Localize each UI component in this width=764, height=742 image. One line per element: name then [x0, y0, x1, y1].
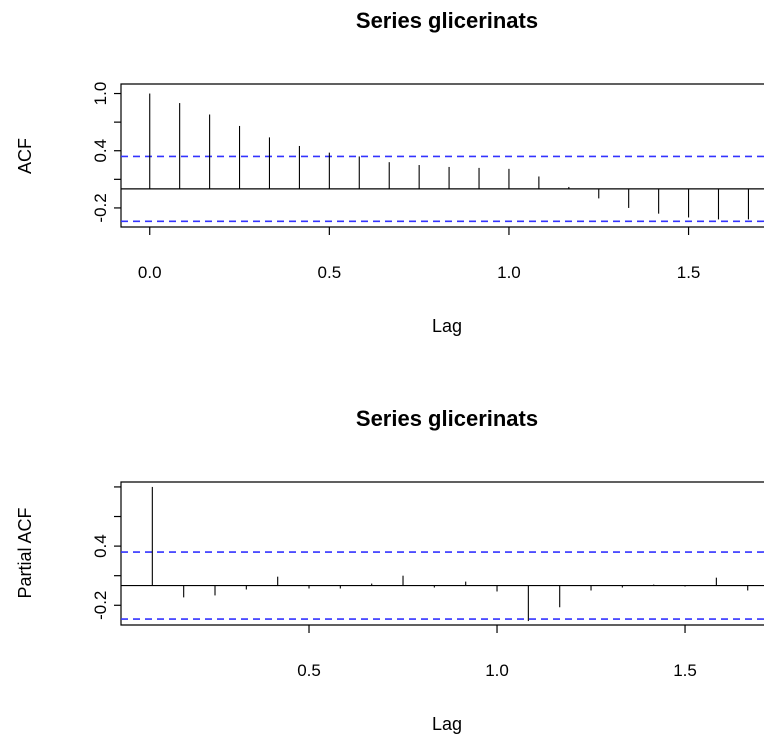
- acf-y-tick-label: 0.4: [91, 139, 110, 163]
- acf-title: Series glicerinats: [356, 8, 538, 33]
- acf-y-tick-label: 1.0: [91, 82, 110, 106]
- acf-plot-frame: [120, 83, 764, 228]
- pacf-y-tick-label: -0.2: [91, 591, 110, 620]
- acf-x-tick-label: 0.5: [318, 263, 342, 282]
- acf-x-tick-label: 0.0: [138, 263, 162, 282]
- pacf-panel: Series glicerinats Lag Partial ACF -0.2 0…: [15, 406, 764, 734]
- acf-x-axis-title: Lag: [432, 316, 462, 336]
- acf-x-tick-label: 1.0: [497, 263, 521, 282]
- pacf-title: Series glicerinats: [356, 406, 538, 431]
- pacf-x-tick-label: 1.5: [673, 661, 697, 680]
- pacf-x-tick-label: 1.0: [485, 661, 509, 680]
- acf-y-tick-label: -0.2: [91, 193, 110, 222]
- pacf-x-axis-title: Lag: [432, 714, 462, 734]
- pacf-y-axis-title: Partial ACF: [15, 507, 35, 598]
- pacf-x-tick-label: 0.5: [297, 661, 321, 680]
- acf-x-tick-label: 1.5: [677, 263, 701, 282]
- acf-panel: Series glicerinats Lag ACF -0.2 0.4 1.0 0.0…: [15, 8, 764, 336]
- acf-y-axis-title: ACF: [15, 138, 35, 174]
- pacf-plot-frame: [120, 481, 764, 626]
- pacf-y-tick-label: 0.4: [91, 534, 110, 558]
